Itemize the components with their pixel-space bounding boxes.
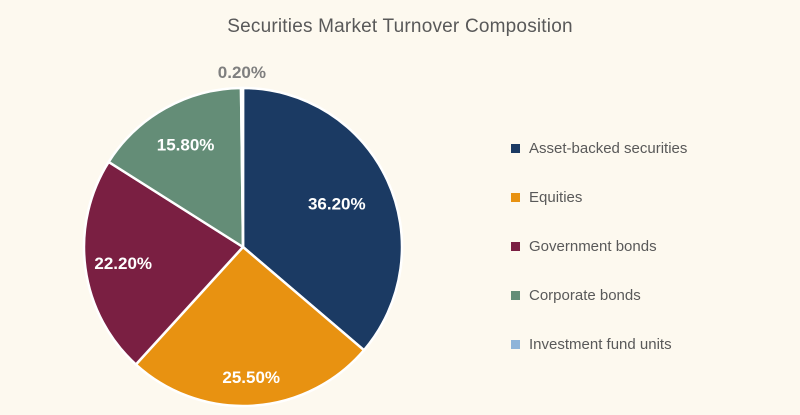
- legend-item-equities: Equities: [511, 186, 687, 208]
- legend: Asset-backed securities Equities Governm…: [511, 137, 687, 355]
- legend-item-label: Government bonds: [529, 237, 657, 255]
- data-label-government-bonds: 22.20%: [94, 254, 152, 273]
- pie-slices: [82, 86, 404, 408]
- pie-slice-corporate-bonds: [107, 86, 245, 249]
- legend-item-corporate-bonds: Corporate bonds: [511, 284, 687, 306]
- pie-slice-government-bonds: [82, 160, 245, 366]
- legend-marker-icon: [511, 241, 520, 251]
- data-label-corporate-bonds: 15.80%: [157, 135, 215, 154]
- pie-slice-investment-fund-units: [239, 86, 245, 249]
- legend-item-label: Corporate bonds: [529, 286, 641, 304]
- chart-title: Securities Market Turnover Composition: [227, 16, 573, 37]
- legend-item-investment-fund-units: Investment fund units: [511, 333, 687, 355]
- legend-marker-icon: [511, 192, 520, 202]
- data-label-investment-fund-units: 0.20%: [218, 63, 266, 82]
- pie-slice-equities: [134, 245, 366, 408]
- legend-item-label: Equities: [529, 188, 583, 206]
- legend-item-asset-backed-securities: Asset-backed securities: [511, 137, 687, 159]
- data-label-equities: 25.50%: [222, 368, 280, 387]
- legend-item-label: Asset-backed securities: [529, 139, 688, 157]
- pie-data-labels: 36.20% 25.50% 22.20% 15.80% 0.20%: [94, 63, 365, 387]
- legend-marker-icon: [511, 290, 520, 300]
- legend-marker-icon: [511, 339, 520, 349]
- legend-marker-icon: [511, 143, 520, 153]
- pie-slice-asset-backed-securities: [241, 86, 404, 352]
- legend-item-government-bonds: Government bonds: [511, 235, 687, 257]
- legend-item-label: Investment fund units: [529, 335, 672, 353]
- data-label-asset-backed-securities: 36.20%: [308, 195, 366, 214]
